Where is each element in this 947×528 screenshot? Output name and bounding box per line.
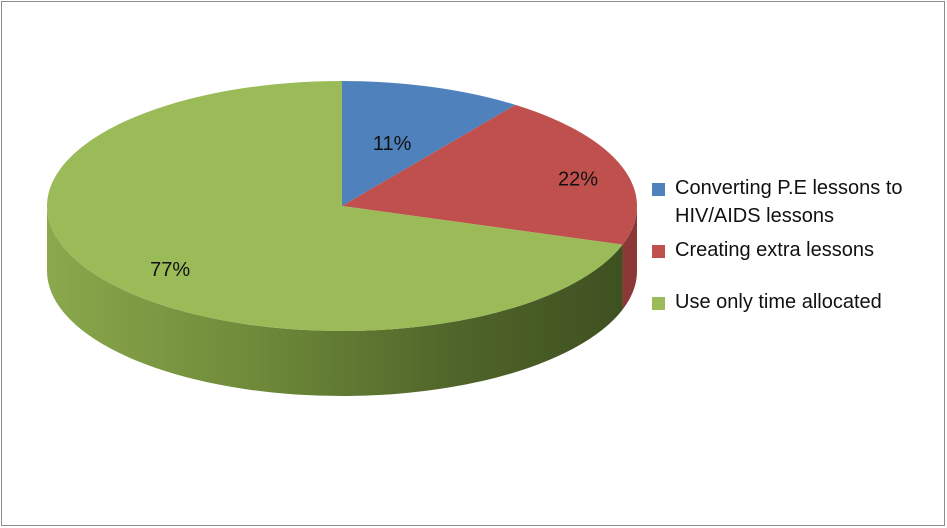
data-label-1: 11% (373, 133, 412, 155)
data-label-2: 22% (558, 169, 598, 191)
legend-label: Converting P.E lessons to HIV/AIDS lesso… (675, 177, 903, 227)
legend-item-time-allocated: Use only time allocated (652, 288, 942, 316)
pie-slice-2 (342, 104, 638, 245)
pie-side-2 (622, 206, 637, 310)
legend-label: Creating extra lessons (675, 239, 874, 261)
pie-side-3 (47, 206, 623, 396)
pie-slice-1 (342, 81, 516, 206)
legend-label: Use only time allocated (675, 291, 882, 313)
legend-swatch-red (652, 245, 665, 258)
data-label-3: 77% (150, 259, 190, 281)
legend-item-converting-pe: Converting P.E lessons to HIV/AIDS lesso… (652, 174, 942, 230)
legend-swatch-blue (652, 183, 665, 196)
legend-item-extra-lessons: Creating extra lessons (652, 236, 942, 264)
pie-slice-3 (46, 81, 623, 332)
legend-swatch-green (652, 297, 665, 310)
chart-legend: Converting P.E lessons to HIV/AIDS lesso… (652, 174, 942, 316)
